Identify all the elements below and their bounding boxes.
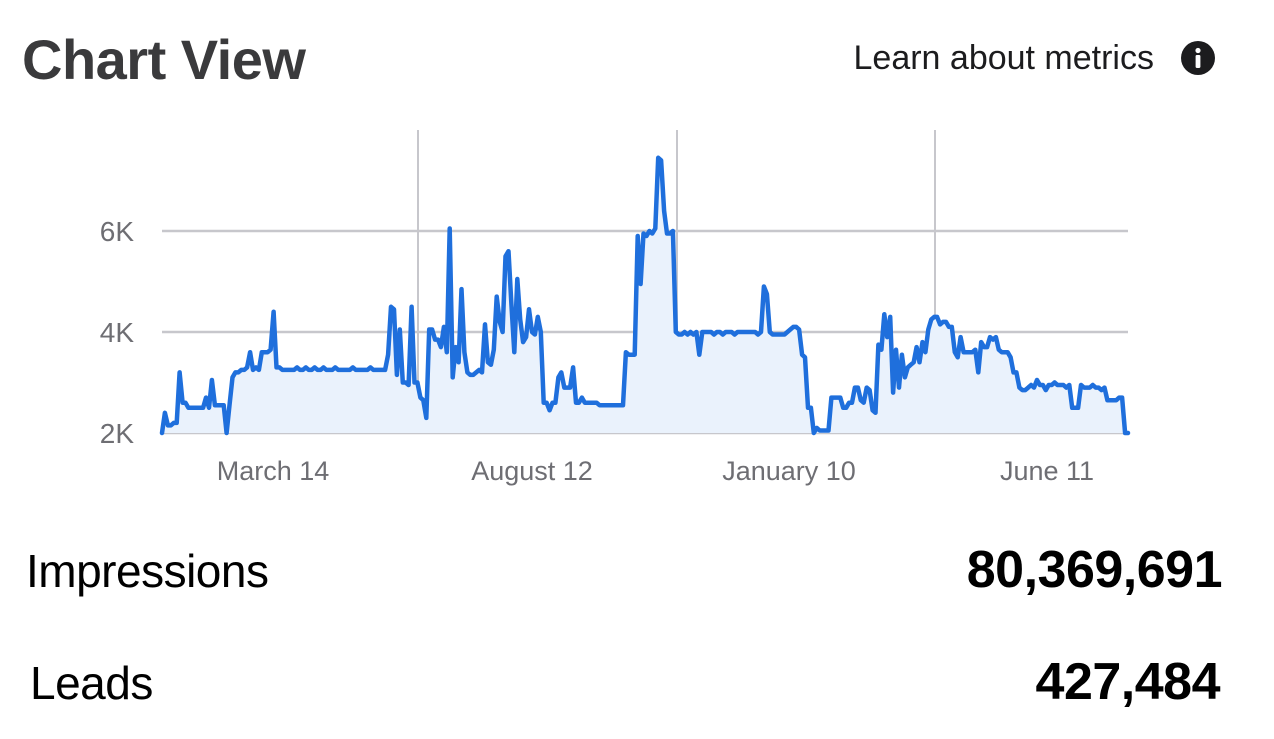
y-tick-label: 2K: [100, 418, 135, 449]
impressions-label: Impressions: [26, 545, 269, 597]
x-tick-label: March 14: [217, 456, 330, 486]
page-title: Chart View: [22, 28, 306, 91]
metrics-area-chart: 2K 4K 6K March 14 August 12 January 10 June 11: [100, 130, 1131, 486]
series-line: [159, 155, 1131, 436]
x-tick-label: June 11: [1000, 456, 1094, 486]
x-tick-label: January 10: [722, 456, 856, 486]
leads-label: Leads: [30, 657, 153, 709]
learn-about-metrics-link[interactable]: Learn about metrics: [854, 40, 1217, 76]
leads-value: 427,484: [1035, 653, 1221, 711]
y-tick-label: 4K: [100, 317, 135, 348]
x-tick-label: August 12: [471, 456, 593, 486]
info-circle-icon[interactable]: [1180, 40, 1216, 76]
learn-about-metrics-label: Learn about metrics: [853, 39, 1155, 77]
impressions-row: Impressions 80,369,691: [26, 540, 1223, 600]
y-tick-label: 6K: [100, 216, 135, 247]
leads-row: Leads 427,484: [30, 652, 1221, 712]
series-area-fill: [162, 157, 1128, 434]
impressions-value: 80,369,691: [966, 541, 1223, 599]
